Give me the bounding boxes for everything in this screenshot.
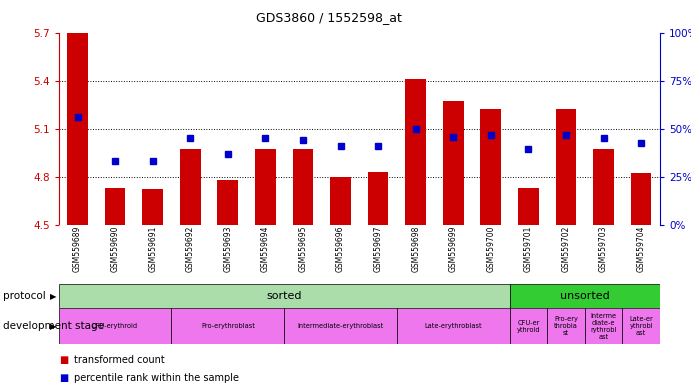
- Text: GSM559701: GSM559701: [524, 226, 533, 272]
- Text: ■: ■: [59, 373, 68, 383]
- Text: GSM559694: GSM559694: [261, 226, 270, 272]
- Bar: [171, 308, 284, 344]
- Text: GDS3860 / 1552598_at: GDS3860 / 1552598_at: [256, 12, 402, 25]
- Text: GSM559693: GSM559693: [223, 226, 232, 272]
- Text: sorted: sorted: [267, 291, 302, 301]
- Text: GSM559697: GSM559697: [374, 226, 383, 272]
- Bar: [443, 101, 464, 225]
- Text: GSM559691: GSM559691: [148, 226, 157, 272]
- Bar: [593, 149, 614, 225]
- Text: GSM559704: GSM559704: [636, 226, 645, 272]
- Bar: [142, 189, 163, 225]
- Text: CFU-er
ythroid: CFU-er ythroid: [517, 320, 540, 333]
- Text: Late-erythroblast: Late-erythroblast: [424, 323, 482, 329]
- Text: ▶: ▶: [50, 291, 57, 301]
- Bar: [368, 172, 388, 225]
- Text: ▶: ▶: [50, 322, 57, 331]
- Bar: [284, 308, 397, 344]
- Bar: [509, 284, 660, 308]
- Bar: [397, 308, 509, 344]
- Text: Late-er
ythrobl
ast: Late-er ythrobl ast: [630, 316, 653, 336]
- Text: GSM559698: GSM559698: [411, 226, 420, 272]
- Text: protocol: protocol: [3, 291, 46, 301]
- Text: percentile rank within the sample: percentile rank within the sample: [74, 373, 239, 383]
- Bar: [480, 109, 501, 225]
- Text: GSM559692: GSM559692: [186, 226, 195, 272]
- Bar: [623, 308, 660, 344]
- Text: development stage: development stage: [3, 321, 104, 331]
- Bar: [406, 79, 426, 225]
- Bar: [292, 149, 313, 225]
- Bar: [585, 308, 623, 344]
- Text: GSM559689: GSM559689: [73, 226, 82, 272]
- Text: GSM559695: GSM559695: [299, 226, 307, 272]
- Text: Intermediate-erythroblast: Intermediate-erythroblast: [297, 323, 384, 329]
- Bar: [218, 180, 238, 225]
- Bar: [631, 174, 652, 225]
- Text: GSM559702: GSM559702: [562, 226, 571, 272]
- Bar: [105, 188, 126, 225]
- Text: CFU-erythroid: CFU-erythroid: [92, 323, 138, 329]
- Text: Interme
diate-e
rythrobl
ast: Interme diate-e rythrobl ast: [590, 313, 617, 340]
- Bar: [547, 308, 585, 344]
- Bar: [59, 284, 509, 308]
- Bar: [255, 149, 276, 225]
- Text: GSM559703: GSM559703: [599, 226, 608, 272]
- Bar: [556, 109, 576, 225]
- Text: ■: ■: [59, 355, 68, 365]
- Text: GSM559700: GSM559700: [486, 226, 495, 272]
- Bar: [59, 308, 171, 344]
- Text: unsorted: unsorted: [560, 291, 609, 301]
- Bar: [180, 149, 200, 225]
- Text: Pro-erythroblast: Pro-erythroblast: [201, 323, 255, 329]
- Text: GSM559690: GSM559690: [111, 226, 120, 272]
- Text: Pro-ery
throbla
st: Pro-ery throbla st: [554, 316, 578, 336]
- Text: transformed count: transformed count: [74, 355, 164, 365]
- Text: GSM559696: GSM559696: [336, 226, 345, 272]
- Bar: [518, 188, 539, 225]
- Bar: [509, 308, 547, 344]
- Bar: [67, 33, 88, 225]
- Text: GSM559699: GSM559699: [448, 226, 457, 272]
- Bar: [330, 177, 351, 225]
